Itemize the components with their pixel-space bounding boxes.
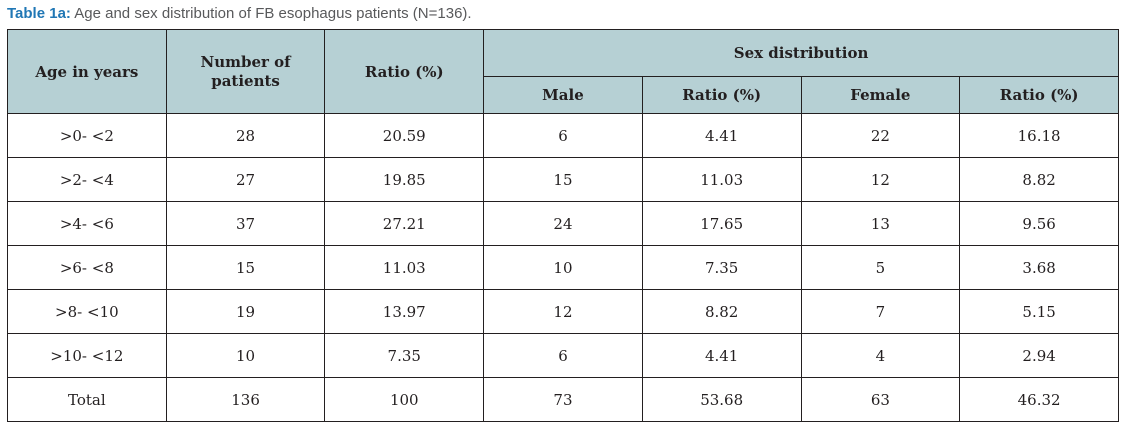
cell-male-ratio: 4.41 <box>641 333 802 378</box>
header-age: Age in years <box>7 29 167 114</box>
cell-female-ratio: 46.32 <box>959 377 1119 422</box>
cell-patients: 37 <box>165 201 326 246</box>
cell-female-ratio: 3.68 <box>959 245 1119 290</box>
cell-male: 73 <box>483 377 643 422</box>
header-row-2: Male Ratio (%) Female Ratio (%) <box>8 76 1119 114</box>
header-male: Male <box>483 76 643 114</box>
cell-male-ratio: 53.68 <box>641 377 802 422</box>
cell-patients: 136 <box>165 377 326 422</box>
table-caption-label: Table 1a: <box>7 5 71 22</box>
cell-ratio: 13.97 <box>324 289 485 334</box>
cell-ratio: 100 <box>324 377 485 422</box>
cell-male-ratio: 8.82 <box>641 289 802 334</box>
cell-age: >2- <4 <box>7 157 167 202</box>
table-row-total: Total 136 100 73 53.68 63 46.32 <box>7 377 1119 422</box>
header-patients: Number of patients <box>165 29 326 114</box>
table-row: >0- <2 28 20.59 6 4.41 22 16.18 <box>7 113 1119 158</box>
table-row: >8- <10 19 13.97 12 8.82 7 5.15 <box>7 289 1119 334</box>
cell-ratio: 27.21 <box>324 201 485 246</box>
cell-male-ratio: 11.03 <box>641 157 802 202</box>
cell-ratio: 19.85 <box>324 157 485 202</box>
table-header: Age in years Number of patients Ratio (%… <box>7 29 1119 114</box>
cell-female-ratio: 8.82 <box>959 157 1119 202</box>
table-body: >0- <2 28 20.59 6 4.41 22 16.18 >2- <4 2… <box>7 113 1119 422</box>
cell-age: >4- <6 <box>7 201 167 246</box>
table-caption: Table 1a: Age and sex distribution of FB… <box>7 4 1119 24</box>
cell-patients: 15 <box>165 245 326 290</box>
cell-patients: 10 <box>165 333 326 378</box>
table-row: >6- <8 15 11.03 10 7.35 5 3.68 <box>7 245 1119 290</box>
cell-male-ratio: 7.35 <box>641 245 802 290</box>
cell-male: 6 <box>483 113 643 158</box>
cell-female-ratio: 16.18 <box>959 113 1119 158</box>
table-caption-text: Age and sex distribution of FB esophagus… <box>70 5 472 22</box>
cell-ratio: 11.03 <box>324 245 485 290</box>
patients-table: Age in years Number of patients Ratio (%… <box>7 29 1119 422</box>
table-row: >10- <12 10 7.35 6 4.41 4 2.94 <box>7 333 1119 378</box>
cell-patients: 27 <box>165 157 326 202</box>
cell-patients: 28 <box>165 113 326 158</box>
cell-age: >6- <8 <box>7 245 167 290</box>
cell-female: 5 <box>800 245 961 290</box>
header-patients-label: Number of patients <box>200 52 291 90</box>
header-ratio: Ratio (%) <box>324 29 485 114</box>
cell-female-ratio: 5.15 <box>959 289 1119 334</box>
cell-age: >0- <2 <box>7 113 167 158</box>
cell-female: 63 <box>800 377 961 422</box>
cell-female: 7 <box>800 289 961 334</box>
cell-ratio: 20.59 <box>324 113 485 158</box>
cell-age: >8- <10 <box>7 289 167 334</box>
cell-male: 24 <box>483 201 643 246</box>
cell-female: 4 <box>800 333 961 378</box>
cell-female: 12 <box>800 157 961 202</box>
cell-female-ratio: 2.94 <box>959 333 1119 378</box>
header-female: Female <box>800 76 961 114</box>
cell-female: 13 <box>800 201 961 246</box>
header-sex-distribution: Sex distribution <box>483 29 1119 77</box>
cell-patients: 19 <box>165 289 326 334</box>
cell-male-ratio: 17.65 <box>641 201 802 246</box>
cell-male: 10 <box>483 245 643 290</box>
cell-ratio: 7.35 <box>324 333 485 378</box>
cell-male: 15 <box>483 157 643 202</box>
header-male-ratio: Ratio (%) <box>641 76 802 114</box>
table-row: >4- <6 37 27.21 24 17.65 13 9.56 <box>7 201 1119 246</box>
cell-age: >10- <12 <box>7 333 167 378</box>
cell-female: 22 <box>800 113 961 158</box>
header-row-1: Age in years Number of patients Ratio (%… <box>7 29 1119 114</box>
header-female-ratio: Ratio (%) <box>959 76 1119 114</box>
cell-female-ratio: 9.56 <box>959 201 1119 246</box>
cell-male: 12 <box>483 289 643 334</box>
cell-age: Total <box>7 377 167 422</box>
cell-male: 6 <box>483 333 643 378</box>
table-row: >2- <4 27 19.85 15 11.03 12 8.82 <box>7 157 1119 202</box>
cell-male-ratio: 4.41 <box>641 113 802 158</box>
